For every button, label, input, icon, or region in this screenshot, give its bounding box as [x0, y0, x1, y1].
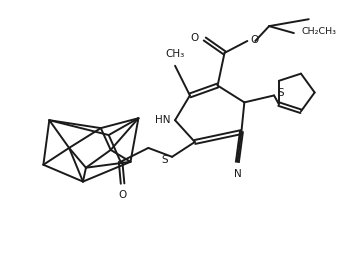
- Text: O: O: [118, 190, 127, 200]
- Text: O: O: [250, 35, 258, 45]
- Text: N: N: [234, 169, 241, 179]
- Text: HN: HN: [154, 115, 170, 125]
- Text: S: S: [162, 155, 168, 165]
- Text: CH₃: CH₃: [166, 49, 185, 59]
- Text: CH₂CH₃: CH₂CH₃: [302, 27, 337, 36]
- Text: O: O: [190, 33, 199, 43]
- Text: S: S: [278, 88, 284, 98]
